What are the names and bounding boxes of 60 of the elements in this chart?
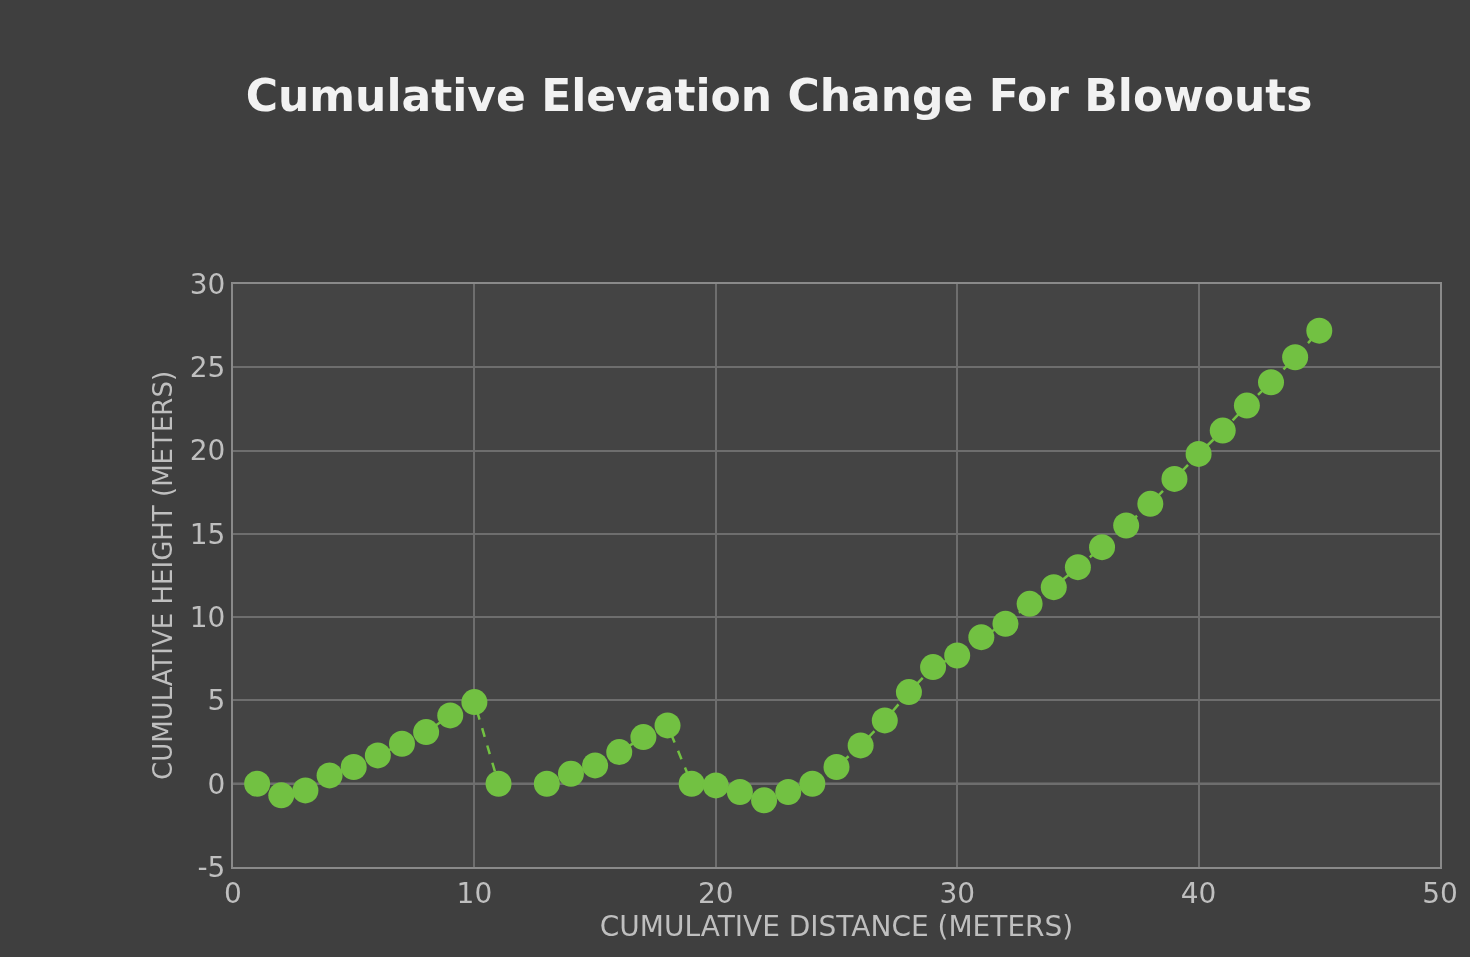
x-tick-label: 20 <box>697 876 734 910</box>
point <box>895 679 922 706</box>
point <box>413 719 440 746</box>
point <box>654 712 681 739</box>
point <box>992 610 1019 637</box>
y-axis-title: CUMULATIVE HEIGHT (METERS) <box>147 370 178 781</box>
point <box>1089 534 1116 561</box>
point <box>244 770 271 797</box>
point <box>485 770 512 797</box>
point <box>823 754 850 781</box>
point <box>751 787 778 814</box>
point <box>630 724 657 751</box>
y-tick-label: -5 <box>197 850 226 884</box>
point <box>582 752 609 779</box>
point <box>1282 344 1309 371</box>
x-tick-label: 40 <box>1180 876 1217 910</box>
point <box>1258 369 1285 396</box>
point <box>461 689 488 716</box>
point <box>847 732 874 759</box>
point <box>1113 512 1140 539</box>
point <box>726 779 753 806</box>
y-tick-label: 15 <box>189 517 226 551</box>
y-tick-label: 25 <box>189 351 226 385</box>
point <box>1137 490 1164 517</box>
point <box>1306 317 1333 344</box>
point <box>292 777 319 804</box>
x-tick-label: 50 <box>1422 876 1458 910</box>
y-tick-label: 20 <box>189 434 226 468</box>
point <box>606 739 633 766</box>
point <box>1016 590 1043 617</box>
point <box>437 702 464 729</box>
x-tick-label: 30 <box>939 876 976 910</box>
point <box>557 760 584 787</box>
point <box>678 770 705 797</box>
point <box>920 654 947 681</box>
point <box>944 642 971 669</box>
point <box>340 754 367 781</box>
point <box>1040 574 1067 601</box>
point <box>871 707 898 734</box>
y-tick-label: 30 <box>189 267 226 301</box>
point <box>388 730 415 757</box>
point <box>702 772 729 799</box>
point <box>1209 417 1236 444</box>
x-axis-title: CUMULATIVE DISTANCE (METERS) <box>599 910 1074 944</box>
point <box>775 779 802 806</box>
y-tick-label: 5 <box>207 684 226 718</box>
point <box>268 782 295 809</box>
point <box>316 762 343 789</box>
point <box>1064 554 1091 581</box>
point <box>533 770 560 797</box>
point <box>364 742 391 769</box>
point <box>1233 392 1260 419</box>
y-tick-label: 0 <box>207 767 226 801</box>
point <box>1161 465 1188 492</box>
chart-title: Cumulative Elevation Change For Blowouts <box>245 70 1313 122</box>
point <box>1185 440 1212 467</box>
y-tick-label: 10 <box>189 600 226 634</box>
x-tick-label: 10 <box>456 876 493 910</box>
point <box>968 624 995 651</box>
point <box>799 770 826 797</box>
